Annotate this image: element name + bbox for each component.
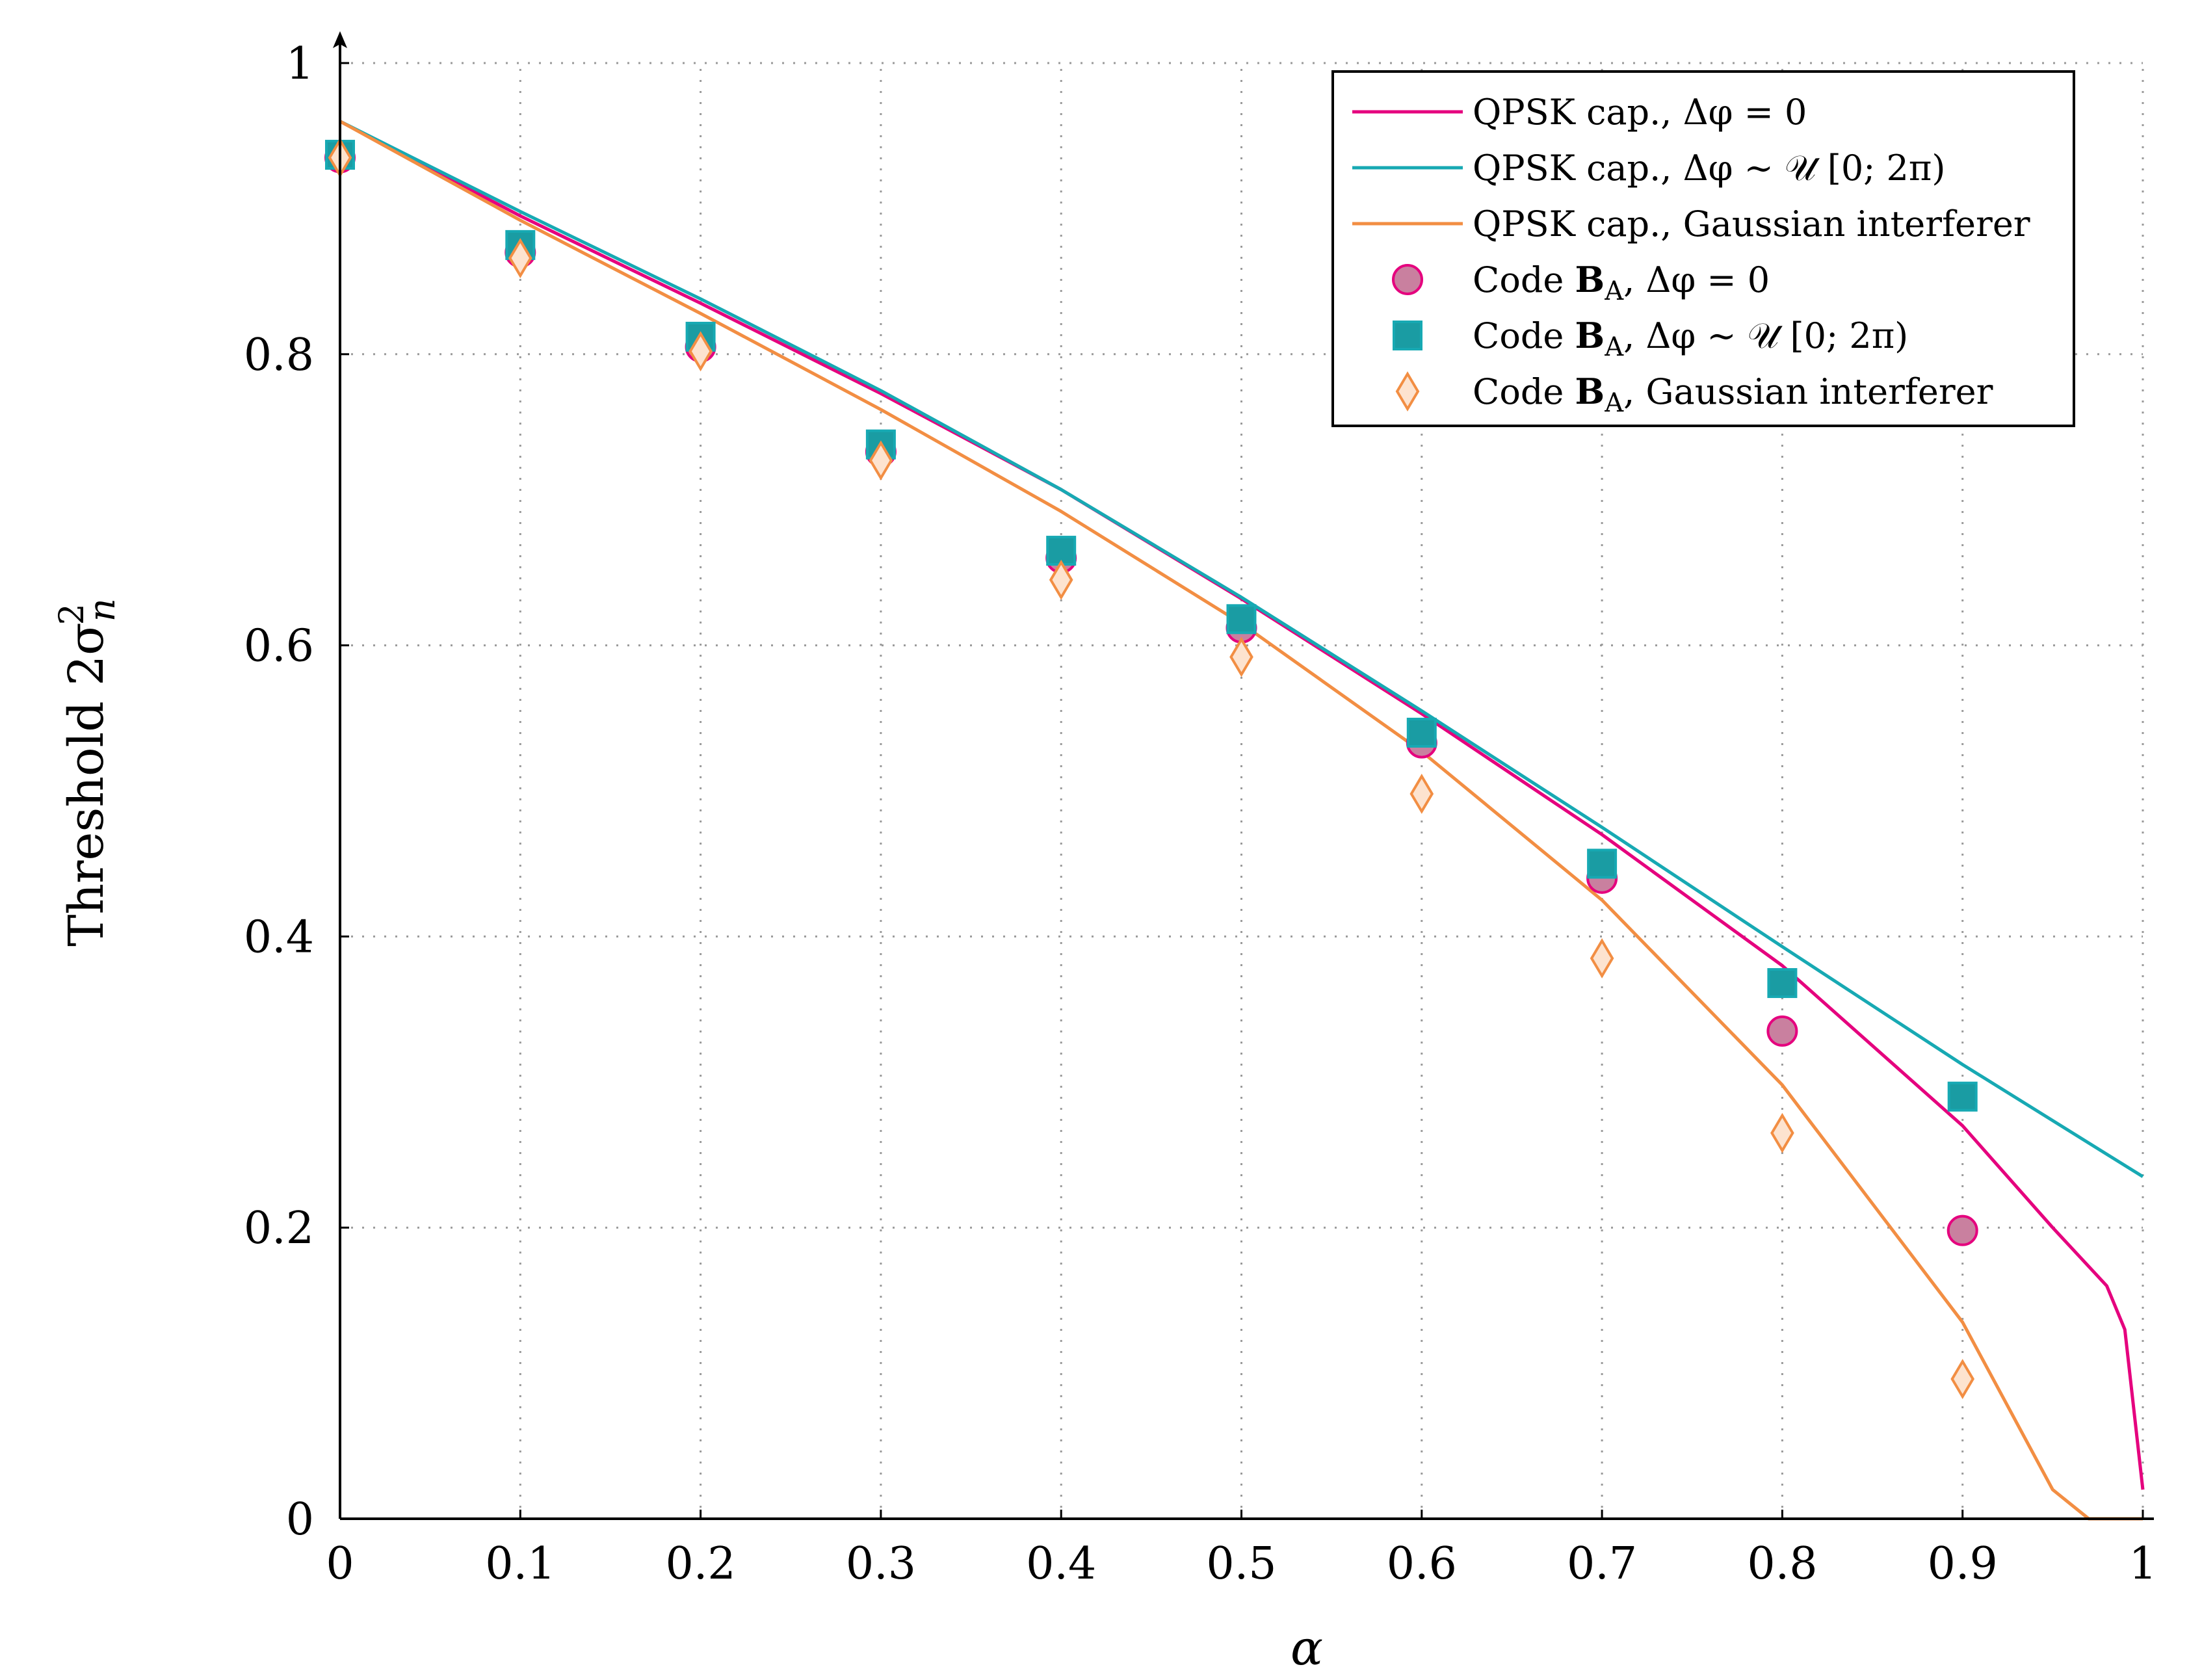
ticks: 0 0.1 0.2 0.3 0.4 0.5 0.6 0.7 0.8 0.9 1 0 0.2 0.4 0.6 0… xyxy=(244,38,2157,1590)
legend-label: QPSK cap., Δφ = 0 xyxy=(1473,92,1807,133)
y-axis-arrow xyxy=(333,31,347,48)
x-tick-label-9: 0.9 xyxy=(1928,1538,1998,1590)
legend-label: Code BA, Gaussian interferer xyxy=(1473,371,1993,418)
x-tick-label-7: 0.7 xyxy=(1567,1538,1637,1590)
data-point-diamond-9 xyxy=(1950,1359,1975,1399)
x-axis-label: α xyxy=(1291,1620,1323,1676)
y-tick-label-5: 1 xyxy=(286,38,314,90)
legend-label-sub: A xyxy=(1604,332,1624,362)
legend-label-bold: B xyxy=(1575,371,1605,412)
legend-label-sub: A xyxy=(1604,276,1624,306)
legend-entry-1: QPSK cap., Δφ ∼ 𝒰 [0; 2π) xyxy=(1352,148,1945,189)
y-axis-label-sup: 2 xyxy=(53,603,92,625)
legend-marker-swatch xyxy=(1395,371,1420,412)
y-axis-label-sub: n xyxy=(81,598,124,622)
data-point-circle-9 xyxy=(1946,1214,1978,1246)
data-point-square-5 xyxy=(1226,604,1257,635)
data-point-diamond-5 xyxy=(1229,637,1253,677)
legend-entry-5: Code BA, Gaussian interferer xyxy=(1395,371,1993,418)
legend-entry-4: Code BA, Δφ ∼ 𝒰 [0; 2π) xyxy=(1393,315,1908,362)
x-tick-label-2: 0.2 xyxy=(666,1538,736,1590)
x-tick-label-4: 0.4 xyxy=(1026,1538,1096,1590)
x-tick-label-5: 0.5 xyxy=(1206,1538,1276,1590)
data-point-diamond-7 xyxy=(1590,938,1614,978)
data-point-circle-8 xyxy=(1766,1015,1798,1047)
x-tick-label-10: 1 xyxy=(2129,1538,2156,1590)
axes xyxy=(333,31,2154,1520)
legend-label-rest: , Δφ = 0 xyxy=(1623,259,1770,300)
legend-label-rest: , Gaussian interferer xyxy=(1623,371,1993,412)
data-point-square-8 xyxy=(1767,968,1798,999)
series-markers-5 xyxy=(328,137,1975,1399)
series-line-0 xyxy=(339,120,2145,1490)
legend-label: Code BA, Δφ = 0 xyxy=(1473,259,1770,306)
data-point-diamond-8 xyxy=(1770,1112,1794,1153)
legend-label-sub: A xyxy=(1604,388,1624,418)
series-layer xyxy=(324,120,2145,1521)
legend-marker-swatch xyxy=(1393,321,1422,350)
y-tick-label-0: 0 xyxy=(286,1494,314,1545)
data-point-diamond-6 xyxy=(1409,774,1434,814)
legend-label-code: Code xyxy=(1473,315,1575,356)
data-point-diamond-2 xyxy=(688,331,713,372)
data-point-square-9 xyxy=(1947,1081,1978,1112)
legend-entry-2: QPSK cap., Gaussian interferer xyxy=(1352,203,2030,244)
data-point-diamond-3 xyxy=(869,440,893,481)
legend-label: Code BA, Δφ ∼ 𝒰 [0; 2π) xyxy=(1473,315,1908,362)
y-tick-label-2: 0.4 xyxy=(244,912,314,963)
legend-entry-3: Code BA, Δφ = 0 xyxy=(1392,259,1770,306)
x-tick-label-1: 0.1 xyxy=(485,1538,555,1590)
x-tick-label-0: 0 xyxy=(326,1538,354,1590)
x-tick-label-8: 0.8 xyxy=(1747,1538,1817,1590)
legend-label-code: Code xyxy=(1473,259,1575,300)
legend-label: QPSK cap., Gaussian interferer xyxy=(1473,203,2030,244)
x-tick-label-3: 0.3 xyxy=(846,1538,916,1590)
x-tick-label-6: 0.6 xyxy=(1387,1538,1457,1590)
legend-label-rest: , Δφ ∼ 𝒰 [0; 2π) xyxy=(1623,315,1908,356)
data-point-diamond-4 xyxy=(1049,559,1073,600)
y-axis-label-main: Threshold 2σ xyxy=(59,622,114,947)
series-line-1 xyxy=(339,120,2144,1178)
data-point-diamond-1 xyxy=(508,238,532,278)
legend-label-bold: B xyxy=(1575,259,1605,300)
y-tick-label-1: 0.2 xyxy=(244,1203,314,1254)
legend-label-bold: B xyxy=(1575,315,1605,356)
legend-entry-0: QPSK cap., Δφ = 0 xyxy=(1352,92,1807,133)
y-tick-label-4: 0.8 xyxy=(244,330,314,381)
legend-label-code: Code xyxy=(1473,371,1575,412)
legend-box xyxy=(1331,70,2075,427)
y-axis-label: Threshold 2σ2n xyxy=(53,598,124,947)
legend-marker-swatch xyxy=(1392,264,1423,295)
data-point-square-6 xyxy=(1406,717,1437,748)
legend-label: QPSK cap., Δφ ∼ 𝒰 [0; 2π) xyxy=(1473,148,1945,189)
y-tick-label-3: 0.6 xyxy=(244,621,314,672)
legend: QPSK cap., Δφ = 0 QPSK cap., Δφ ∼ 𝒰 [0; 2… xyxy=(1331,70,2075,427)
data-point-square-7 xyxy=(1587,848,1618,879)
